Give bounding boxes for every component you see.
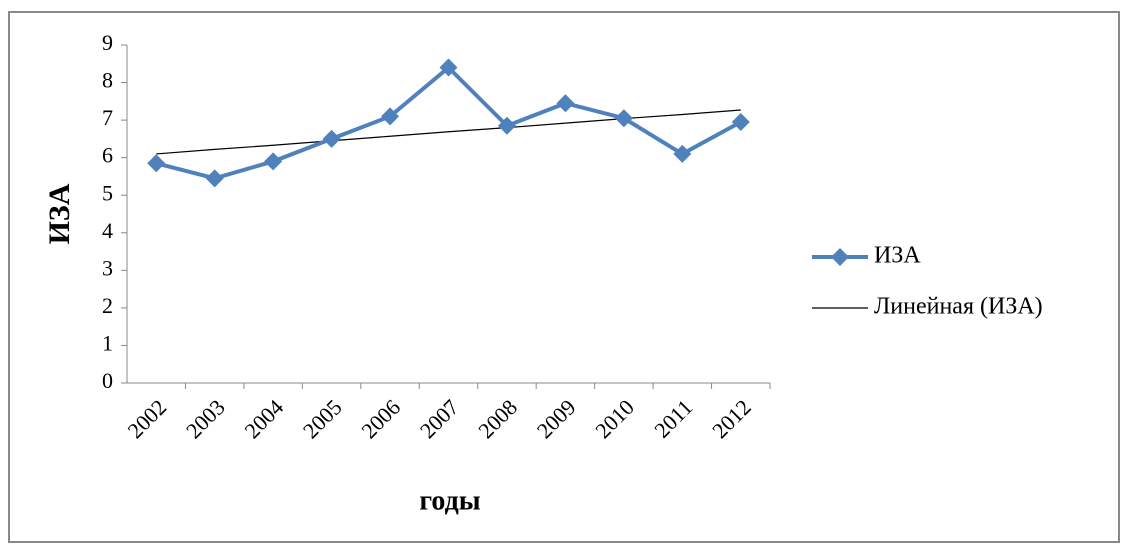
y-tick-label: 3: [102, 255, 113, 280]
marker: [497, 116, 516, 135]
x-axis-title: годы: [419, 485, 480, 516]
y-tick-label: 4: [102, 218, 113, 243]
legend-label: ИЗА: [874, 243, 921, 269]
marker: [264, 152, 283, 171]
legend-label: Линейная (ИЗА): [874, 294, 1043, 320]
legend-marker: [831, 248, 849, 266]
marker: [381, 107, 400, 126]
y-tick-label: 2: [102, 293, 113, 318]
y-tick-label: 6: [102, 143, 113, 168]
marker: [556, 94, 575, 113]
marker: [731, 112, 750, 131]
y-tick-label: 0: [102, 368, 113, 393]
marker: [147, 154, 166, 173]
y-tick-label: 8: [102, 68, 113, 93]
y-tick-label: 5: [102, 180, 113, 205]
marker: [673, 144, 692, 163]
marker: [439, 58, 458, 77]
marker: [205, 169, 224, 188]
y-tick-label: 1: [102, 330, 113, 355]
marker: [322, 129, 341, 148]
y-tick-label: 9: [102, 30, 113, 55]
marker: [614, 109, 633, 128]
chart-frame: [8, 11, 1120, 543]
y-tick-label: 7: [102, 105, 113, 130]
y-axis-title: ИЗА: [43, 183, 76, 244]
trend-line: [156, 109, 741, 155]
